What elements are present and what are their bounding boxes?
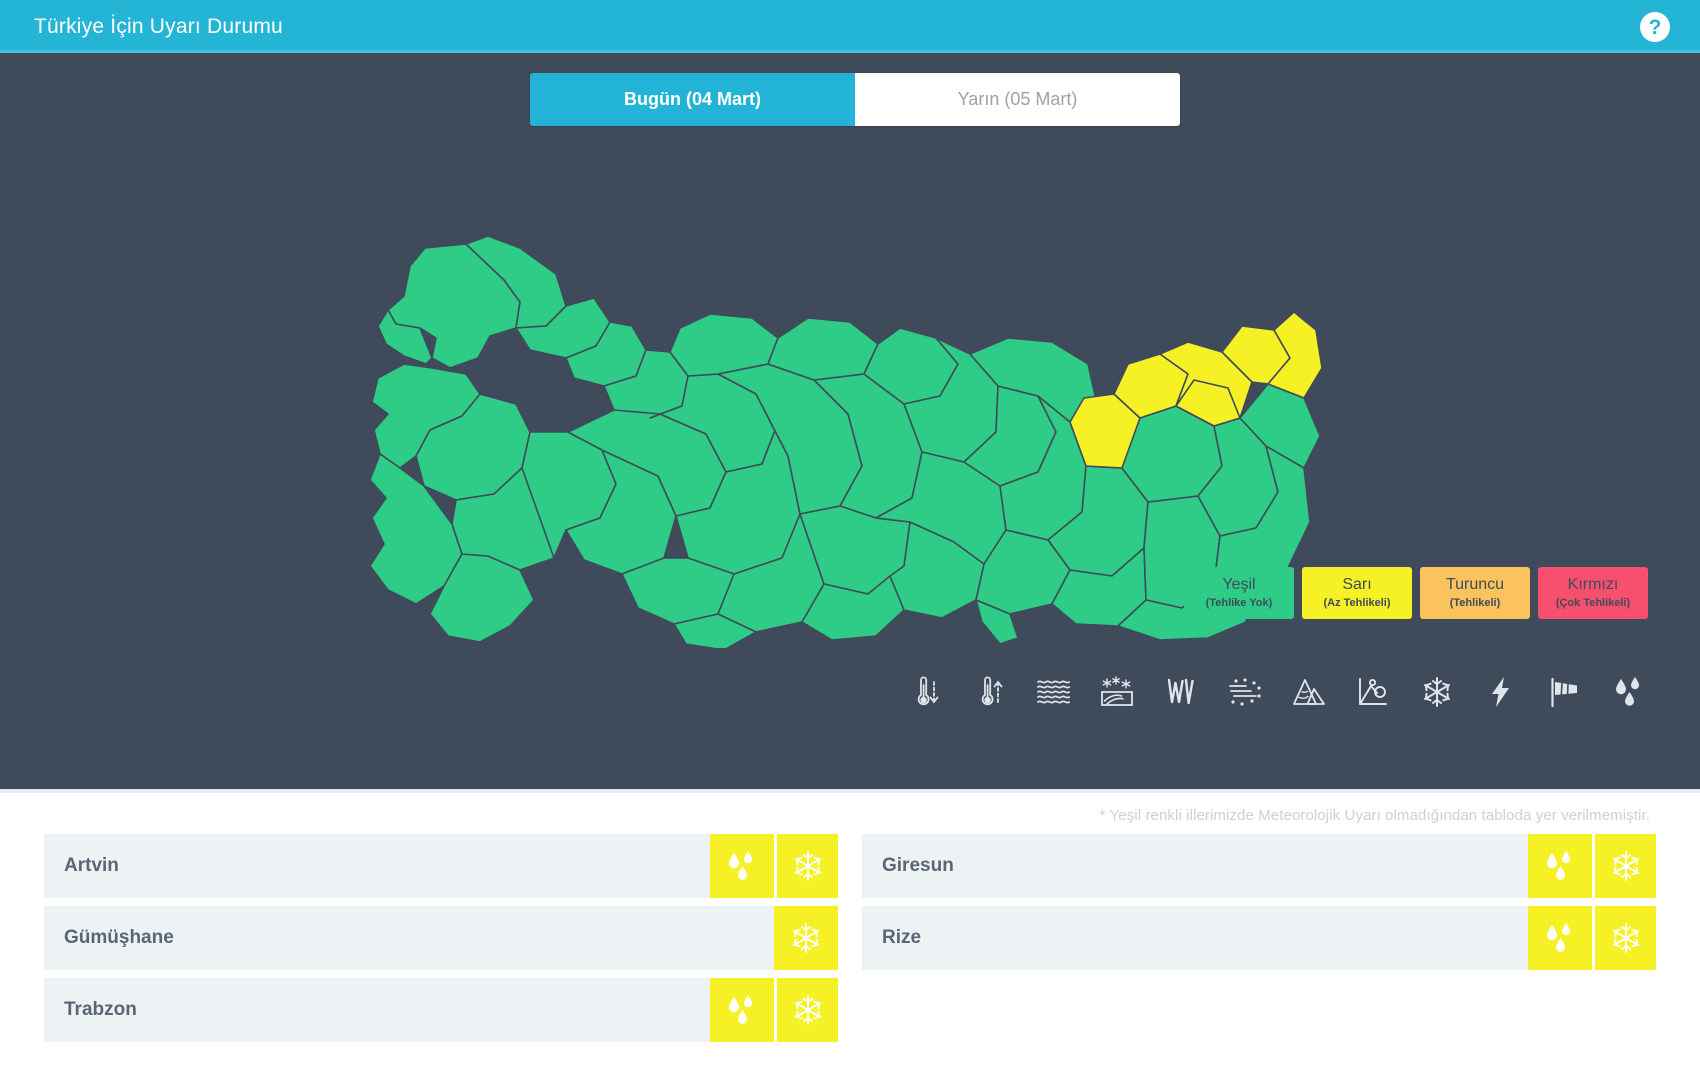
raindrops-icon[interactable] <box>1528 906 1592 970</box>
legend-turuncu[interactable]: Turuncu (Tehlikeli) <box>1420 567 1530 619</box>
table-row[interactable]: Trabzon <box>44 978 838 1042</box>
legend-kirmizi[interactable]: Kırmızı (Çok Tehlikeli) <box>1538 567 1648 619</box>
app-header: Türkiye İçin Uyarı Durumu ? <box>0 0 1700 53</box>
table-row[interactable]: Rize <box>862 906 1656 970</box>
fog-waves-icon[interactable] <box>1034 673 1072 711</box>
province-name: Trabzon <box>64 999 137 1020</box>
frost-field-icon[interactable] <box>1098 673 1136 711</box>
snowflake-icon[interactable] <box>774 978 838 1042</box>
warning-badges <box>710 834 838 898</box>
avalanche-icon[interactable] <box>1290 673 1328 711</box>
warning-type-icon-strip <box>906 673 1648 711</box>
map-green-provinces <box>370 235 1321 648</box>
legend-sari-sub: (Az Tehlikeli) <box>1323 596 1391 609</box>
page-title: Türkiye İçin Uyarı Durumu <box>34 14 283 38</box>
province-column-left: Artvin <box>44 834 838 1042</box>
tab-yarin[interactable]: Yarın (05 Mart) <box>855 73 1180 126</box>
table-row[interactable]: Giresun <box>862 834 1656 898</box>
snowflake-icon[interactable] <box>1592 906 1656 970</box>
svg-text:?: ? <box>1649 16 1662 39</box>
snowflake-icon[interactable] <box>1592 834 1656 898</box>
lightning-icon[interactable] <box>1482 673 1520 711</box>
map-panel: Bugün (04 Mart) Yarın (05 Mart) <box>0 53 1700 793</box>
blowing-snow-icon[interactable] <box>1226 673 1264 711</box>
landslide-icon[interactable] <box>1354 673 1392 711</box>
province-warning-table: Artvin <box>44 834 1656 1042</box>
turkey-warning-map[interactable] <box>370 218 1330 648</box>
storm-wind-icon[interactable] <box>1162 673 1200 711</box>
snowflake-icon[interactable] <box>774 834 838 898</box>
raindrops-icon[interactable] <box>1610 673 1648 711</box>
legend-kirmizi-sub: (Çok Tehlikeli) <box>1555 596 1631 609</box>
legend-yesil-label: Yeşil <box>1222 576 1256 594</box>
legend-sari[interactable]: Sarı (Az Tehlikeli) <box>1302 567 1412 619</box>
table-note: * Yeşil renkli illerimizde Meteorolojik … <box>1099 807 1650 824</box>
raindrops-icon[interactable] <box>1528 834 1592 898</box>
province-column-right: Giresun <box>862 834 1656 1042</box>
snowflake-icon[interactable] <box>1418 673 1456 711</box>
question-circle-icon[interactable]: ? <box>1638 10 1672 44</box>
severity-legend: Yeşil (Tehlike Yok) Sarı (Az Tehlikeli) … <box>1184 567 1648 619</box>
legend-yesil-sub: (Tehlike Yok) <box>1205 596 1273 609</box>
legend-turuncu-sub: (Tehlikeli) <box>1449 596 1501 609</box>
windsock-icon[interactable] <box>1546 673 1584 711</box>
thermometer-down-icon[interactable] <box>906 673 944 711</box>
day-tabs: Bugün (04 Mart) Yarın (05 Mart) <box>530 73 1180 126</box>
warning-badges <box>1528 834 1656 898</box>
raindrops-icon[interactable] <box>710 978 774 1042</box>
snowflake-icon[interactable] <box>774 906 838 970</box>
legend-kirmizi-label: Kırmızı <box>1567 576 1619 594</box>
map-yellow-provinces <box>1069 311 1323 469</box>
province-name: Rize <box>882 927 922 948</box>
province-name: Gümüşhane <box>64 927 174 948</box>
tab-bugun[interactable]: Bugün (04 Mart) <box>530 73 855 126</box>
province-name: Artvin <box>64 855 119 876</box>
table-row[interactable]: Artvin <box>44 834 838 898</box>
province-name: Giresun <box>882 855 954 876</box>
warning-badges <box>1528 906 1656 970</box>
raindrops-icon[interactable] <box>710 834 774 898</box>
legend-yesil[interactable]: Yeşil (Tehlike Yok) <box>1184 567 1294 619</box>
warning-badges <box>710 978 838 1042</box>
legend-sari-label: Sarı <box>1342 576 1372 594</box>
province-warning-section: * Yeşil renkli illerimizde Meteorolojik … <box>0 793 1700 1042</box>
thermometer-up-icon[interactable] <box>970 673 1008 711</box>
legend-turuncu-label: Turuncu <box>1445 576 1505 594</box>
warning-badges <box>774 906 838 970</box>
table-row[interactable]: Gümüşhane <box>44 906 838 970</box>
